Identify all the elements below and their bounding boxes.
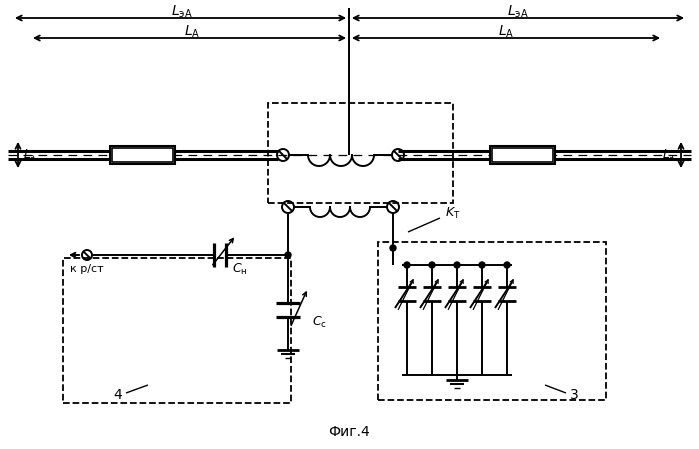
- Text: 4: 4: [114, 388, 122, 402]
- Bar: [492, 148, 553, 162]
- Bar: [63, 258, 291, 403]
- Text: $L_{\mathregular{э}}$: $L_{\mathregular{э}}$: [663, 147, 676, 163]
- Text: $L_{\mathregular{А}}$: $L_{\mathregular{А}}$: [498, 24, 514, 40]
- Circle shape: [390, 245, 396, 251]
- Text: 3: 3: [570, 388, 578, 402]
- Text: $L_{\mathregular{А}}$: $L_{\mathregular{А}}$: [184, 24, 200, 40]
- Bar: [112, 148, 173, 162]
- Bar: [490, 146, 555, 164]
- Bar: [110, 146, 175, 164]
- Text: $C_{\mathregular{с}}$: $C_{\mathregular{с}}$: [312, 314, 328, 330]
- Text: $C_{\mathregular{н}}$: $C_{\mathregular{н}}$: [232, 261, 248, 277]
- Circle shape: [404, 262, 410, 268]
- Circle shape: [479, 262, 485, 268]
- Circle shape: [454, 262, 460, 268]
- Text: к р/ст: к р/ст: [70, 264, 104, 274]
- Text: $L_{\mathregular{э}}$: $L_{\mathregular{э}}$: [23, 147, 36, 163]
- Text: $K_{\mathregular{Т}}$: $K_{\mathregular{Т}}$: [445, 206, 461, 220]
- Circle shape: [285, 252, 291, 258]
- Text: $L_{\mathregular{эА}}$: $L_{\mathregular{эА}}$: [171, 4, 193, 20]
- Bar: [112, 148, 173, 162]
- Bar: [378, 242, 606, 400]
- Circle shape: [504, 262, 510, 268]
- Bar: [492, 148, 553, 162]
- Bar: [268, 103, 453, 203]
- Text: Фиг.4: Фиг.4: [328, 425, 370, 439]
- Circle shape: [429, 262, 435, 268]
- Text: $L_{\mathregular{эА}}$: $L_{\mathregular{эА}}$: [507, 4, 529, 20]
